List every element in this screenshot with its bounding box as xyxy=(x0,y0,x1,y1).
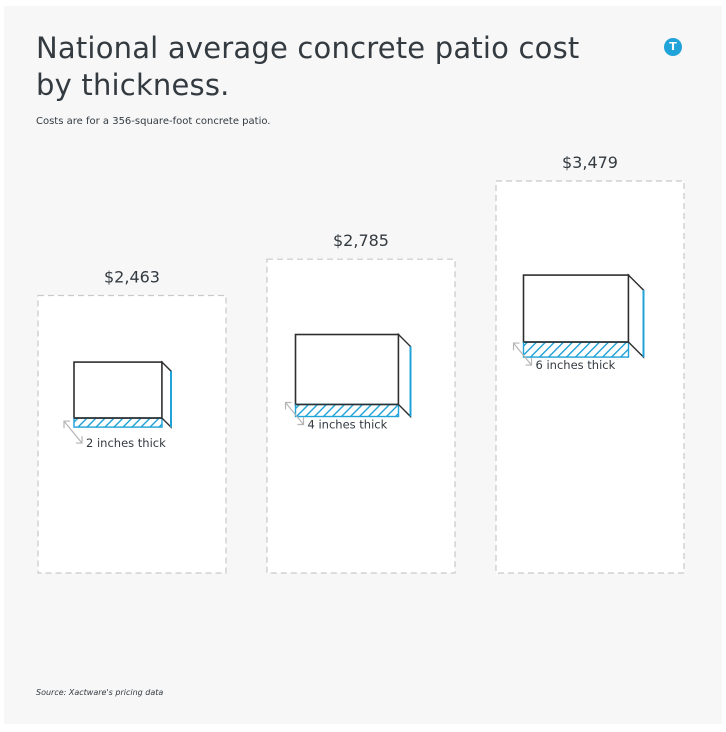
arrow-head xyxy=(284,401,292,410)
slab-hatch-line xyxy=(149,417,160,428)
slab-hatch-line xyxy=(557,341,573,358)
arrow-head xyxy=(297,417,305,426)
slab-hatch-line xyxy=(539,341,555,358)
bar-group: $2,463 2 inches thick xyxy=(37,267,227,574)
slab-hatch-line xyxy=(122,417,133,428)
category-label: 6 inches thick xyxy=(536,358,616,372)
slab-hatch-line xyxy=(314,404,327,418)
arrow-head xyxy=(525,358,533,366)
slab-icon xyxy=(73,360,172,429)
category-label: 2 inches thick xyxy=(86,436,166,450)
arrow-shaft xyxy=(63,420,83,444)
slab-hatch-line xyxy=(332,404,345,418)
thickness-arrow-icon xyxy=(63,420,83,444)
slab-hatch-line xyxy=(350,404,363,418)
arrow-shaft xyxy=(285,402,304,425)
slab-hatch-line xyxy=(593,341,609,358)
data-label: $2,463 xyxy=(104,267,160,286)
slab-side-face xyxy=(161,360,172,429)
slab-hatch-line xyxy=(140,417,151,428)
slab-hatch-line xyxy=(523,341,537,356)
bar xyxy=(495,180,685,574)
slab-hatch-line xyxy=(602,341,618,358)
slab-hatch-line xyxy=(566,341,582,358)
slab-hatch-line xyxy=(611,341,627,358)
brand-logo-icon: T xyxy=(664,38,682,56)
slab-top-face xyxy=(73,361,163,419)
slab-band-outline xyxy=(522,341,630,358)
slab-thickness-band xyxy=(522,341,630,358)
slab-hatch-line xyxy=(305,404,318,418)
category-label: 4 inches thick xyxy=(308,418,388,432)
slab-hatch-line xyxy=(323,404,336,418)
thickness-arrow-icon xyxy=(512,342,533,366)
slab-hatch-line xyxy=(386,404,399,418)
slab-icon xyxy=(522,273,645,359)
slab-hatch-line xyxy=(368,404,381,418)
slab-hatch-line xyxy=(575,341,591,358)
slab-hatch-line xyxy=(95,417,106,428)
bar xyxy=(37,294,227,574)
slab-hatch-line xyxy=(77,417,88,428)
source-note: Source: Xactware's pricing data xyxy=(36,688,164,697)
slab-hatch-line xyxy=(548,341,564,358)
slab-thickness-band xyxy=(294,403,400,418)
thickness-arrow-icon xyxy=(284,401,305,426)
chart-subtitle: Costs are for a 356-square-foot concrete… xyxy=(36,116,271,127)
slab-hatch-line xyxy=(341,404,354,418)
slab-hatch-line xyxy=(584,341,600,358)
slab-hatch-line xyxy=(530,341,546,358)
slab-top-face xyxy=(522,274,630,343)
bar-group: $3,479 6 inches thick xyxy=(495,153,685,574)
slab-thickness-band xyxy=(73,417,163,428)
slab-hatch-line xyxy=(86,417,97,428)
slab-hatch-line xyxy=(113,417,124,428)
arrow-head xyxy=(63,420,70,429)
slab-side-face xyxy=(397,332,412,419)
bar-group: $2,785 4 inches thick xyxy=(266,231,456,574)
slab-hatch-line xyxy=(620,348,629,358)
slab-hatch-line xyxy=(296,404,309,418)
arrow-head xyxy=(512,342,520,351)
slab-hatch-line xyxy=(377,404,390,418)
arrow-shaft xyxy=(513,342,532,366)
data-label: $2,785 xyxy=(333,231,389,250)
slab-top-face xyxy=(294,333,400,406)
slab-side-face xyxy=(627,273,645,359)
chart-title: National average concrete patio cost by … xyxy=(36,31,580,102)
slab-hatch-line xyxy=(359,404,372,418)
slab-icon xyxy=(294,332,412,419)
slab-hatch-line xyxy=(395,413,399,418)
slab-hatch-line xyxy=(158,423,163,428)
slab-hatch-line xyxy=(104,417,115,428)
data-label: $3,479 xyxy=(562,153,618,172)
arrow-head xyxy=(76,436,83,444)
slab-hatch-line xyxy=(131,417,142,428)
